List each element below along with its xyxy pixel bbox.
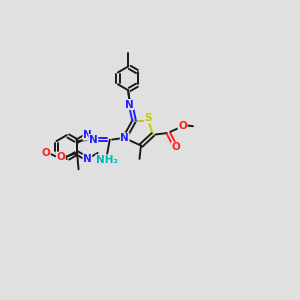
Text: N: N	[83, 130, 92, 140]
Text: S: S	[145, 113, 152, 123]
Text: N: N	[89, 135, 98, 145]
Text: N: N	[120, 133, 129, 143]
Text: N: N	[83, 154, 92, 164]
Text: O: O	[41, 148, 50, 158]
Text: O: O	[171, 142, 180, 152]
Text: O: O	[178, 121, 187, 131]
Text: NH₂: NH₂	[96, 155, 118, 165]
Text: N: N	[125, 100, 134, 110]
Text: O: O	[56, 152, 65, 162]
